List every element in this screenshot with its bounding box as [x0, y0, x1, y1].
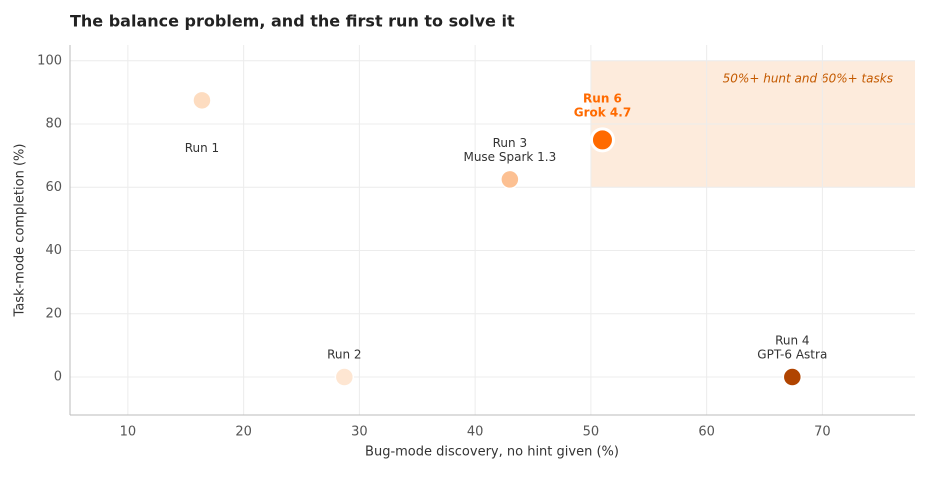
- point-label: Run 1: [185, 141, 219, 155]
- y-tick-label: 60: [45, 180, 62, 195]
- y-axis-label: Task-mode completion (%): [13, 144, 28, 318]
- data-point: [500, 169, 520, 190]
- point-label: Run 6: [583, 91, 622, 105]
- data-point: [782, 367, 803, 387]
- x-tick-label: 10: [120, 425, 137, 440]
- chart-title: The balance problem, and the first run t…: [70, 12, 515, 31]
- region-label: 50%+ hunt and 60%+ tasks: [723, 71, 893, 85]
- x-tick-label: 40: [467, 425, 484, 440]
- x-axis-label: Bug-mode discovery, no hint given (%): [365, 445, 619, 460]
- data-point: [334, 367, 355, 387]
- y-tick-label: 0: [54, 370, 62, 385]
- data-point: [589, 127, 615, 153]
- point-label: Muse Spark 1.3: [463, 150, 556, 164]
- point-label: Run 3: [493, 136, 527, 150]
- point-label: Grok 4.7: [574, 105, 631, 119]
- x-tick-label: 50: [583, 425, 600, 440]
- y-tick-label: 20: [45, 306, 62, 321]
- y-tick-label: 40: [45, 243, 62, 258]
- point-label: Run 4: [775, 334, 809, 348]
- data-point: [192, 90, 212, 111]
- x-tick-label: 60: [698, 425, 715, 440]
- point-label: Run 2: [327, 348, 361, 362]
- point-label: GPT-6 Astra: [757, 348, 827, 362]
- y-tick-label: 80: [45, 117, 62, 132]
- x-tick-label: 70: [814, 425, 831, 440]
- x-tick-label: 20: [235, 425, 252, 440]
- y-tick-label: 100: [37, 53, 62, 68]
- x-tick-label: 30: [351, 425, 368, 440]
